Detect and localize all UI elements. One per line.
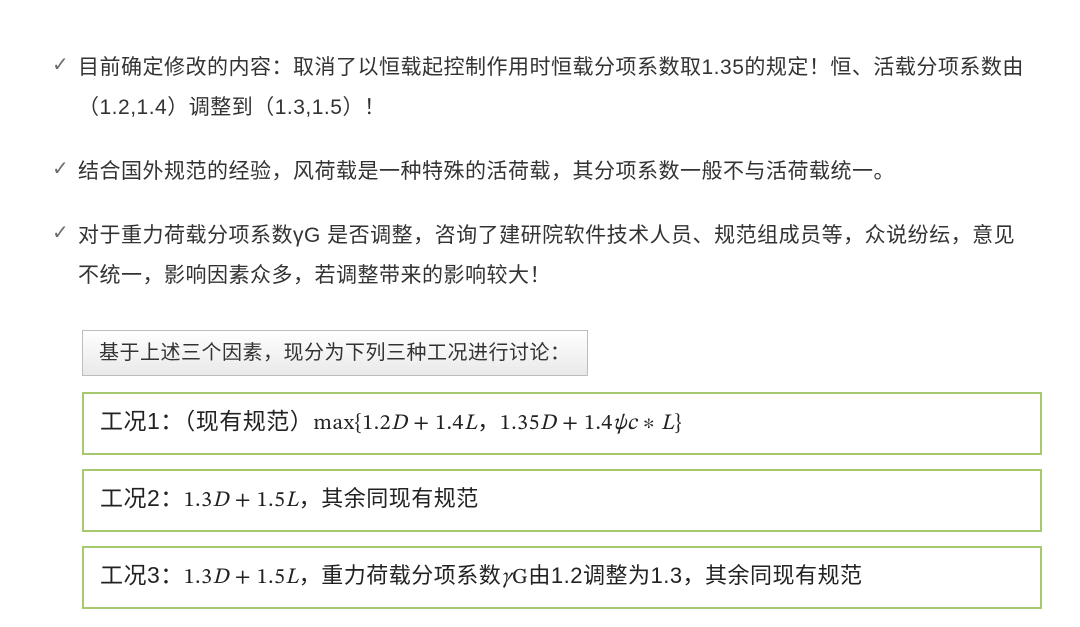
plus: + (408, 413, 436, 435)
coef: 1.3 (184, 490, 213, 512)
var-D: D (391, 413, 408, 435)
plus: + (556, 413, 584, 435)
note-box: 基于上述三个因素，现分为下列三种工况进行讨论： (82, 330, 588, 376)
psi: ψ (613, 413, 627, 435)
var-D: D (212, 490, 229, 512)
case-mid: ，重力荷载分项系数 (299, 563, 502, 588)
coef: 1.4 (435, 413, 464, 435)
brace-close: } (674, 413, 682, 435)
check-icon: ✓ (52, 216, 78, 250)
plus: + (229, 567, 257, 589)
var-L: L (464, 413, 477, 435)
case-3: 工况3：1.3D + 1.5L，重力荷载分项系数γG由1.2调整为1.3，其余同… (82, 546, 1042, 609)
check-icon: ✓ (52, 152, 78, 186)
separator: ， (477, 409, 500, 434)
note-text: 基于上述三个因素，现分为下列三种工况进行讨论： (99, 342, 571, 364)
coef: 1.4 (584, 413, 613, 435)
var-L: L (285, 567, 298, 589)
coef: 1.2 (362, 413, 391, 435)
coef: 1.3 (184, 567, 213, 589)
case-tail: 由1.2调整为1.3，其余同现有规范 (528, 563, 862, 588)
check-icon: ✓ (52, 48, 78, 82)
bullet-item: ✓ 目前确定修改的内容：取消了以恒载起控制作用时恒载分项系数取1.35的规定！恒… (52, 48, 1028, 128)
slide: ✓ 目前确定修改的内容：取消了以恒载起控制作用时恒载分项系数取1.35的规定！恒… (0, 0, 1080, 627)
case-label: 工况3： (100, 562, 184, 588)
plus: + (229, 490, 257, 512)
bullet-text: 目前确定修改的内容：取消了以恒载起控制作用时恒载分项系数取1.35的规定！恒、活… (78, 48, 1028, 128)
times: ∗ (637, 413, 661, 435)
bullet-item: ✓ 对于重力荷载分项系数γG 是否调整，咨询了建研院软件技术人员、规范组成员等，… (52, 216, 1028, 296)
coef: 1.5 (257, 490, 286, 512)
var-L: L (661, 413, 674, 435)
case-label: 工况2： (100, 485, 184, 511)
coef: 1.35 (500, 413, 540, 435)
bullet-list: ✓ 目前确定修改的内容：取消了以恒载起控制作用时恒载分项系数取1.35的规定！恒… (52, 48, 1028, 296)
bullet-item: ✓ 结合国外规范的经验，风荷载是一种特殊的活荷载，其分项系数一般不与活荷载统一。 (52, 152, 1028, 192)
case-1: 工况1：（现有规范）max{1.2D + 1.4L，1.35D + 1.4ψc … (82, 392, 1042, 455)
case-label: 工况1：（现有规范） (100, 408, 313, 434)
var-D: D (212, 567, 229, 589)
bullet-text: 对于重力荷载分项系数γG 是否调整，咨询了建研院软件技术人员、规范组成员等，众说… (78, 216, 1028, 296)
case-tail: ，其余同现有规范 (299, 486, 479, 511)
var-D: D (540, 413, 557, 435)
case-2: 工况2：1.3D + 1.5L，其余同现有规范 (82, 469, 1042, 532)
max-op: max (313, 413, 354, 435)
psi-sub: c (627, 413, 637, 435)
coef: 1.5 (257, 567, 286, 589)
gamma: γ (501, 567, 512, 589)
var-L: L (285, 490, 298, 512)
bullet-text: 结合国外规范的经验，风荷载是一种特殊的活荷载，其分项系数一般不与活荷载统一。 (78, 152, 1028, 192)
gamma-sub: G (512, 567, 528, 589)
